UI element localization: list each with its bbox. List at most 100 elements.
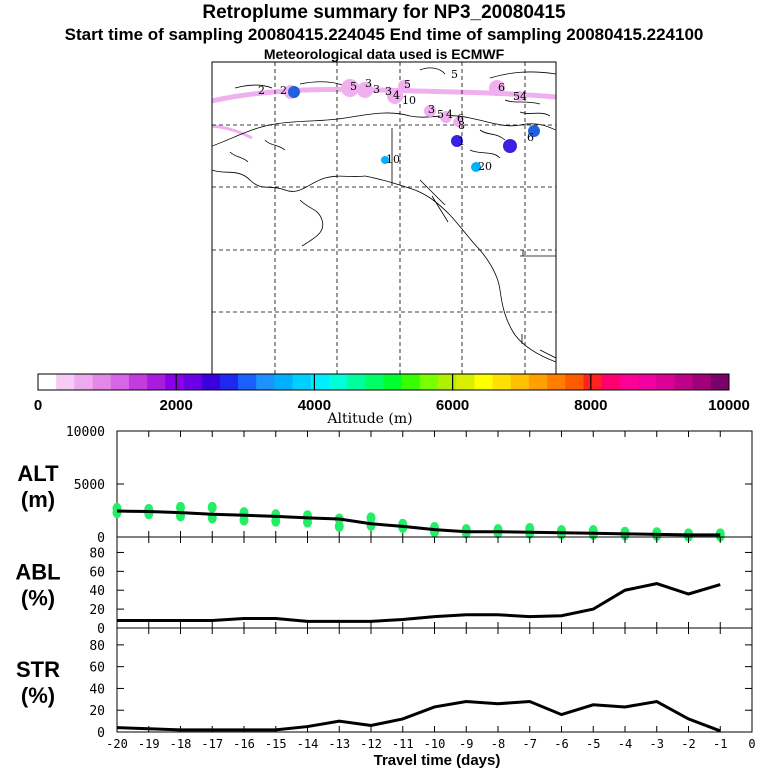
x-tick-label: -1 — [713, 737, 727, 751]
colorbar-swatch — [619, 374, 639, 390]
colorbar-swatch — [147, 374, 166, 390]
colorbar-swatch — [492, 374, 512, 390]
colorbar-swatch — [38, 374, 57, 390]
coastline — [212, 67, 556, 363]
colorbar-tick-label: 2000 — [160, 397, 193, 414]
colorbar-swatch — [292, 374, 312, 390]
plume-position-marker — [341, 79, 359, 97]
altitude-median-line — [116, 509, 721, 537]
plume-day-label: 5 — [404, 78, 411, 91]
panel-ylabel: (m) — [21, 487, 55, 512]
panel-frame — [116, 627, 753, 733]
colorbar-tick-label: 10000 — [708, 397, 750, 414]
map-grid — [212, 62, 556, 374]
sampling-times: Start time of sampling 20080415.224045 E… — [64, 25, 704, 44]
x-tick-label: -19 — [138, 737, 160, 751]
x-tick-label: -4 — [618, 737, 632, 751]
plume-position-marker — [528, 125, 540, 137]
colorbar-swatch — [310, 374, 330, 390]
plume-day-label: 4 — [393, 89, 400, 102]
map-frame — [211, 61, 557, 375]
plume-day-label: 3 — [428, 103, 435, 116]
plume-day-label: 10 — [402, 94, 416, 107]
panel-ylabel: (%) — [21, 586, 55, 611]
x-tick-label: -7 — [523, 737, 537, 751]
x-axis-title: Travel time (days) — [374, 752, 501, 768]
colorbar-swatch — [128, 374, 148, 390]
colorbar-swatch — [183, 374, 203, 390]
x-tick-label: -16 — [233, 737, 255, 751]
colorbar-swatch — [92, 374, 112, 390]
x-tick-label: -8 — [491, 737, 505, 751]
colorbar-swatch — [474, 374, 494, 390]
plume-position-marker — [489, 80, 505, 96]
plume-position-marker — [424, 105, 436, 117]
x-tick-label: 0 — [748, 737, 755, 751]
panel-ylabel: ALT — [17, 461, 59, 486]
altitude-point — [176, 501, 185, 513]
panel-ylabel: ABL — [15, 560, 60, 585]
y-tick-label: 5000 — [74, 478, 105, 493]
plume-position-marker — [451, 135, 463, 147]
x-tick-label: -10 — [424, 737, 446, 751]
plume-day-label: 6 — [498, 81, 505, 94]
colorbar-swatch — [583, 374, 603, 390]
colorbar-swatch — [347, 374, 366, 390]
colorbar-swatch — [238, 374, 257, 390]
x-tick-label: -20 — [106, 737, 128, 751]
colorbar-swatch — [674, 374, 694, 390]
chart-title: Retroplume summary for NP3_20080415 — [202, 2, 566, 23]
plume-day-label: 4 — [520, 90, 527, 103]
plume-day-label: 6 — [527, 131, 534, 144]
colorbar-swatch — [365, 374, 384, 390]
plume-position-marker — [440, 111, 452, 123]
colorbar-swatch — [165, 374, 184, 390]
colorbar-frame — [37, 373, 730, 391]
plume-day-label: 5 — [350, 80, 357, 93]
colorbar-tick-label: 4000 — [298, 397, 331, 414]
x-tick-label: -2 — [681, 737, 695, 751]
colorbar-swatch — [656, 374, 675, 390]
plume-position-marker — [357, 82, 373, 98]
plume-day-label: 5 — [451, 68, 458, 81]
colorbar-swatch — [547, 374, 566, 390]
plume-position-marker — [503, 139, 517, 153]
colorbar-swatch — [401, 374, 421, 390]
x-tick-label: -12 — [360, 737, 382, 751]
y-tick-label: 60 — [89, 565, 105, 580]
altitude-point — [112, 507, 122, 519]
x-tick-label: -15 — [265, 737, 287, 751]
colorbar-swatch — [510, 374, 530, 390]
y-tick-label: 20 — [89, 704, 105, 719]
plume-position-marker — [387, 88, 403, 104]
colorbar-swatch — [692, 374, 712, 390]
altitude-colorbar: 0 2000 4000 6000 8000 10000 — [34, 373, 750, 414]
altitude-point — [144, 508, 154, 520]
plume-day-label: 5 — [437, 108, 444, 121]
series-line-str — [116, 699, 721, 733]
colorbar-swatch — [74, 374, 93, 390]
colorbar-swatch — [56, 374, 75, 390]
plume-day-label: 4 — [446, 108, 453, 121]
colorbar-swatch — [219, 374, 239, 390]
y-tick-label: 0 — [97, 726, 105, 741]
plume-track-lower — [212, 124, 253, 140]
x-tick-label: -14 — [297, 737, 319, 751]
colorbar-swatch — [601, 374, 621, 390]
colorbar-swatch — [438, 374, 457, 390]
x-tick-label: -18 — [170, 737, 192, 751]
plume-position-marker — [515, 91, 525, 101]
colorbar-swatch — [328, 374, 348, 390]
colorbar-title: Altitude (m) — [326, 411, 412, 427]
altitude-point — [334, 520, 344, 532]
series-line-abl — [117, 582, 721, 623]
plume-position-marker — [381, 156, 389, 164]
altitude-point — [207, 501, 217, 513]
y-tick-label: 40 — [89, 584, 105, 599]
plume-position-marker — [471, 162, 481, 172]
x-tick-label: -17 — [201, 737, 223, 751]
time-series-panels: 0500010000ALT(m)020406080ABL(%)020406080… — [15, 425, 755, 768]
